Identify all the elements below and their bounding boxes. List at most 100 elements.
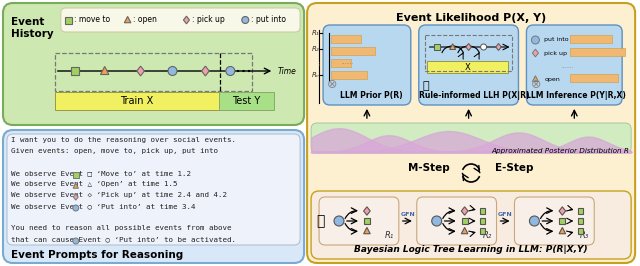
Text: Test Y: Test Y [232,96,260,106]
Bar [65,16,72,23]
Circle shape [531,36,540,44]
Bar [55,92,220,110]
Text: R₂: R₂ [483,231,492,240]
FancyBboxPatch shape [61,8,300,32]
FancyBboxPatch shape [515,197,595,245]
Bar [220,92,274,110]
Text: .......: ....... [561,64,573,69]
Bar [577,228,583,234]
Circle shape [73,205,79,211]
Bar [480,218,485,224]
Text: Train X: Train X [120,96,153,106]
Bar [570,35,612,43]
Bar [427,61,509,73]
Text: R₁: R₁ [385,231,394,240]
Text: Event Prompts for Reasoning: Event Prompts for Reasoning [11,250,183,260]
Polygon shape [100,66,109,74]
Polygon shape [74,194,78,200]
Circle shape [242,16,249,23]
Text: Approximated Posterior Distribution R: Approximated Posterior Distribution R [492,148,629,154]
Text: Event: Event [11,17,44,27]
Bar [331,59,351,67]
Text: Rule-informed LLH P(X|R): Rule-informed LLH P(X|R) [419,91,530,100]
Circle shape [432,216,442,226]
Polygon shape [532,76,538,81]
Bar [570,74,618,82]
Text: : pick up: : pick up [192,15,225,24]
Text: GFN: GFN [401,212,415,217]
Circle shape [334,216,344,226]
Polygon shape [184,16,189,24]
Text: Time: Time [277,68,296,77]
Text: ⊗: ⊗ [327,78,337,91]
Bar [577,208,583,214]
Polygon shape [559,207,566,215]
Text: We observe Event ◇ ‘Pick up’ at time 2.4 and 4.2: We observe Event ◇ ‘Pick up’ at time 2.4… [11,192,227,198]
Text: Rₙ: Rₙ [312,72,320,78]
Polygon shape [364,227,370,234]
Text: R₃: R₃ [580,231,589,240]
Polygon shape [461,207,468,215]
FancyBboxPatch shape [311,123,631,153]
Text: M-Step: M-Step [408,163,449,173]
Bar [73,172,79,178]
Bar [331,35,361,43]
Text: GFN: GFN [498,212,513,217]
FancyBboxPatch shape [527,25,622,105]
Bar [364,218,370,224]
Bar [461,218,468,224]
Bar [434,44,440,50]
Text: pick up: pick up [545,51,568,56]
Text: put into: put into [545,38,569,43]
Text: E-Step: E-Step [495,163,533,173]
Text: 🔥: 🔥 [316,214,324,228]
Polygon shape [450,44,456,49]
Text: Given events: open, move to, pick up, put into: Given events: open, move to, pick up, pu… [11,148,218,154]
FancyBboxPatch shape [319,197,399,245]
Polygon shape [73,183,79,188]
Bar [331,71,367,79]
Bar [331,47,375,55]
Text: We observe Event □ ‘Move to’ at time 1.2: We observe Event □ ‘Move to’ at time 1.2 [11,170,191,176]
Text: R₁: R₁ [312,30,320,36]
Text: 🔥: 🔥 [423,81,429,91]
Text: : move to: : move to [74,15,111,24]
Bar [480,208,485,214]
Bar [559,218,565,224]
FancyBboxPatch shape [3,130,304,263]
Bar [71,67,79,75]
Circle shape [226,66,235,76]
Text: ⊗: ⊗ [531,78,541,91]
Polygon shape [559,227,566,234]
Text: Bayesian Logic Tree Learning in LLM: P(R|X,Y): Bayesian Logic Tree Learning in LLM: P(R… [355,245,588,254]
Bar [55,53,252,91]
FancyBboxPatch shape [419,25,518,105]
Text: I want you to do the reasoning over social events.: I want you to do the reasoning over soci… [11,137,236,143]
Polygon shape [466,44,471,51]
Polygon shape [461,227,468,234]
Text: X: X [465,63,470,72]
Circle shape [481,44,486,50]
Text: LLM Prior P(R): LLM Prior P(R) [340,91,402,100]
Text: You need to reason all possible events from above: You need to reason all possible events f… [11,225,232,231]
Bar [480,228,485,234]
Polygon shape [532,49,538,57]
Text: open: open [545,77,560,81]
FancyBboxPatch shape [7,134,300,245]
Circle shape [529,216,540,226]
Bar [570,48,625,56]
Text: .......: ....... [341,60,353,65]
Text: : put into: : put into [251,15,285,24]
Text: R₂: R₂ [312,46,320,52]
Text: History: History [11,29,54,39]
FancyBboxPatch shape [3,3,304,125]
Text: We observe Event △ ‘Open’ at time 1.5: We observe Event △ ‘Open’ at time 1.5 [11,181,177,187]
Text: ...: ... [315,60,321,66]
Text: Event Likelihood P(X, Y): Event Likelihood P(X, Y) [396,13,546,23]
Text: We observe Event ○ ‘Put into’ at time 3.4: We observe Event ○ ‘Put into’ at time 3.… [11,203,195,209]
Text: that can cause Event ○ ‘Put into’ to be activated.: that can cause Event ○ ‘Put into’ to be … [11,236,236,242]
Polygon shape [496,44,501,51]
Polygon shape [124,16,131,23]
FancyBboxPatch shape [417,197,497,245]
Circle shape [168,66,177,76]
